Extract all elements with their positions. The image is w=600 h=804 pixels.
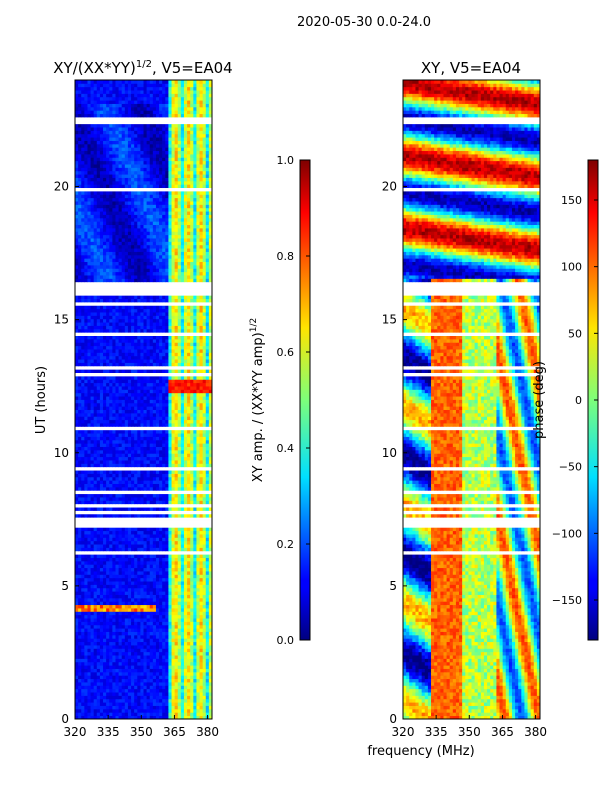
phase-heatmap (403, 80, 540, 719)
y-tick-label: 0 (61, 712, 69, 726)
x-tick-label: 365 (163, 725, 186, 739)
x-tick-label: 350 (130, 725, 153, 739)
amp-colorbar (300, 160, 310, 640)
panel-phase-title: XY, V5=EA04 (421, 59, 521, 77)
colorbar-tick-label: −50 (559, 461, 582, 474)
colorbar-tick-label: 0.8 (277, 250, 295, 263)
frequency-axis-label: frequency (MHz) (367, 744, 474, 759)
y-tick-label: 10 (54, 446, 69, 460)
x-tick-label: 380 (196, 725, 219, 739)
y-tick-label: 0 (389, 712, 397, 726)
amp-colorbar-label: XY amp. / (XX*YY amp)1/2 (249, 318, 266, 482)
ut-hours-axis-label: UT (hours) (34, 366, 49, 434)
x-tick-label: 365 (491, 725, 514, 739)
colorbar-tick-label: 0.0 (277, 634, 295, 647)
colorbar-tick-label: 0.2 (277, 538, 295, 551)
y-tick-label: 5 (61, 579, 69, 593)
x-tick-label: 380 (524, 725, 547, 739)
colorbar-tick-label: 150 (561, 194, 582, 207)
x-tick-label: 335 (97, 725, 120, 739)
colorbar-tick-label: 0.6 (277, 346, 295, 359)
y-tick-label: 5 (389, 579, 397, 593)
amp-heatmap (75, 80, 212, 719)
colorbar-tick-label: 0 (575, 394, 582, 407)
figure-suptitle: 2020-05-30 0.0-24.0 (297, 15, 431, 30)
y-tick-label: 10 (382, 446, 397, 460)
colorbar-tick-label: 1.0 (277, 154, 295, 167)
y-tick-label: 20 (382, 180, 397, 194)
panel-amp-title: XY/(XX*YY)1/2, V5=EA04 (53, 59, 232, 77)
colorbar-tick-label: −100 (552, 527, 582, 540)
colorbar-tick-label: 0.4 (277, 442, 295, 455)
phase-colorbar-label: phase (deg) (532, 361, 547, 439)
y-tick-label: 15 (54, 313, 69, 327)
y-tick-label: 20 (54, 180, 69, 194)
colorbar-tick-label: 50 (568, 327, 582, 340)
x-tick-label: 320 (64, 725, 87, 739)
colorbar-tick-label: −150 (552, 594, 582, 607)
x-tick-label: 335 (425, 725, 448, 739)
x-tick-label: 350 (458, 725, 481, 739)
x-tick-label: 320 (392, 725, 415, 739)
colorbar-tick-label: 100 (561, 261, 582, 274)
y-tick-label: 15 (382, 313, 397, 327)
